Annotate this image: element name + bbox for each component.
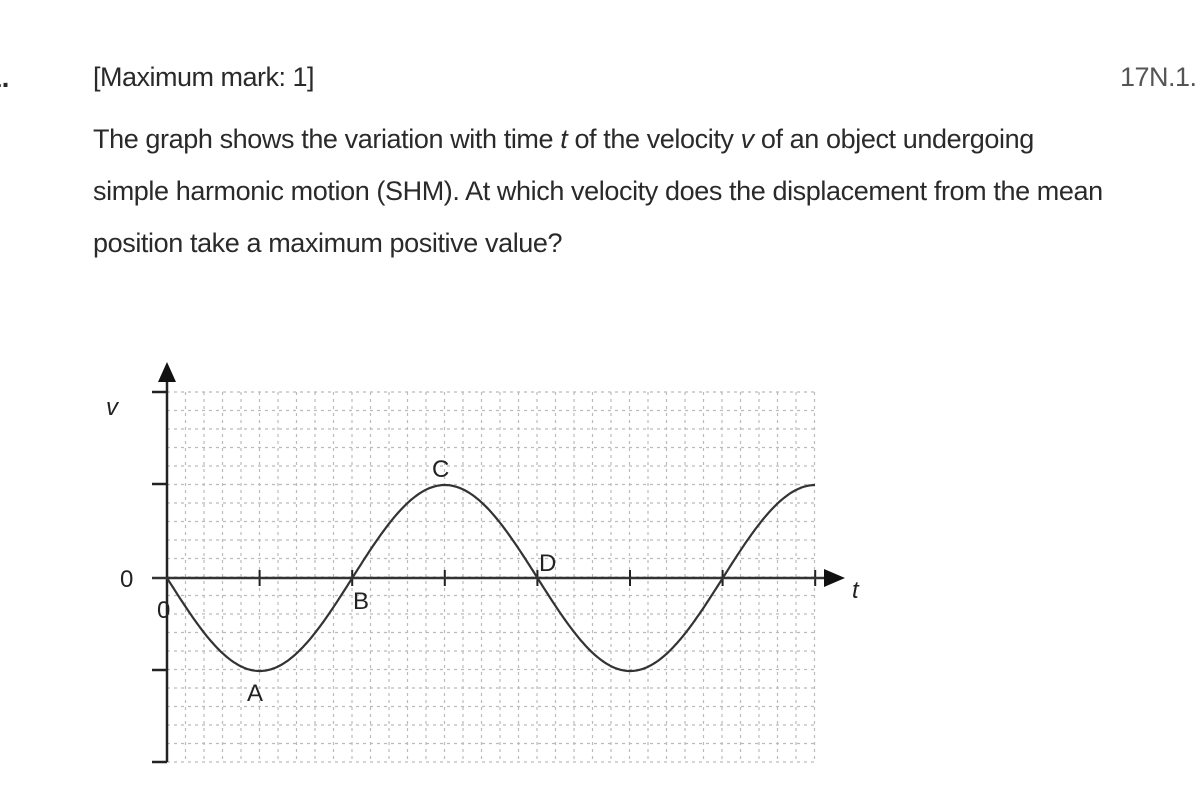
y-axis-label: v [106,394,120,421]
question-stem: The graph shows the variation with time … [93,113,1103,269]
point-label-b: B [353,588,369,615]
question-reference: 17N.1. [1120,62,1197,92]
maximum-mark: [Maximum mark: 1] [93,62,315,92]
stem-var-t: t [560,124,568,154]
stem-text: of the velocity [567,124,741,154]
question-number: 1. [0,62,10,93]
x-axis-label: t [852,577,860,604]
velocity-curve [166,483,816,673]
point-label-d: D [539,550,556,577]
point-label-a: A [247,680,263,707]
x-axis-arrow [824,569,845,587]
stem-text: of an object undergoing simple harmonic … [93,124,1103,258]
stem-var-v: v [740,124,755,154]
stem-text: The graph shows the variation with time [93,124,561,154]
y-zero-label: 0 [120,566,133,593]
origin-label: 0 [157,597,170,624]
y-axis-arrow [158,362,176,382]
point-label-c: C [432,456,449,483]
